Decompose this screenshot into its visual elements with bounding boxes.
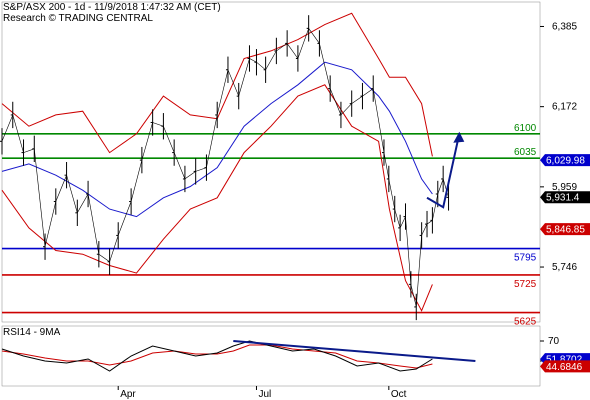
y-tick-label: 5,746: [552, 262, 577, 273]
x-tick-label: Jul: [258, 389, 271, 400]
level-label-5795: 5795: [514, 253, 537, 264]
price-value-tag-label: 5,846.85: [546, 225, 585, 236]
price-value-tag-bg: [540, 223, 590, 236]
rsi-y-tick-label: 70: [548, 336, 560, 347]
rsi-value-tag-label: 44.6846: [546, 362, 583, 373]
forecast-arrow-line: [426, 133, 461, 209]
y-tick-label: 5,959: [552, 182, 577, 193]
price-value-tag-label: 6,029.98: [546, 156, 585, 167]
rsi-trendline: [233, 340, 476, 362]
rsi-panel-title: RSI14 - 9MA: [3, 327, 61, 338]
rsi-line: [1, 340, 433, 372]
level-label-6035: 6035: [514, 147, 537, 158]
price-panel-frame: [1, 1, 541, 323]
price-value-tag-bg: [540, 154, 590, 167]
price-value-tag: 5,931.4: [540, 191, 590, 204]
moving-average-line: [1, 61, 433, 218]
y-tick-label: 6,385: [552, 21, 577, 32]
level-label-6100: 6100: [514, 123, 537, 134]
price-value-tag-label: 5,931.4: [546, 193, 580, 204]
bollinger-upper-line: [1, 12, 433, 157]
forecast-arrowhead: [453, 131, 465, 143]
rsi-value-tag-label: 51.8702: [546, 355, 583, 366]
rsi-value-tag-bg: [540, 360, 590, 373]
x-tick-label: Oct: [391, 389, 407, 400]
level-label-5725: 5725: [514, 279, 537, 290]
rsi-panel-frame: [1, 325, 541, 387]
price-line: [1, 27, 449, 307]
bollinger-lower-line: [1, 84, 433, 312]
x-tick-label: Apr: [120, 389, 136, 400]
chart-title: S&P/ASX 200 - 1d - 11/9/2018 1:47:32 AM …: [3, 2, 221, 13]
level-label-5625: 5625: [514, 317, 537, 328]
price-value-tag: 6,029.98: [540, 154, 590, 167]
y-tick-label: 6,172: [552, 102, 577, 113]
chart-subtitle: Research © TRADING CENTRAL: [3, 13, 153, 24]
rsi-value-tag: 44.6846: [540, 360, 590, 373]
price-value-tag-bg: [540, 191, 590, 204]
price-value-tag: 5,846.85: [540, 223, 590, 236]
